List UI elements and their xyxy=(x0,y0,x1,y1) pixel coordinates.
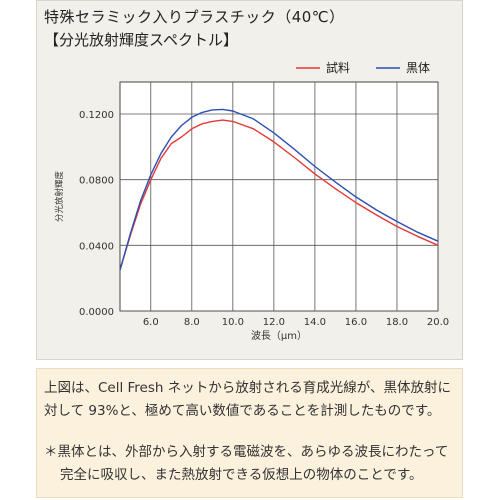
series-line-2 xyxy=(119,108,439,271)
x-tick-label: 16.0 xyxy=(345,317,367,328)
x-tick-label: 10.0 xyxy=(222,317,244,328)
caption-box xyxy=(36,368,463,498)
x-tick-label: 12.0 xyxy=(263,317,285,328)
footnote-line-2: 完全に吸収し、また熱放射できる仮想上の物体のことです。 xyxy=(60,467,423,483)
series-line-1 xyxy=(119,119,439,271)
y-tick-label: 0.0400 xyxy=(79,241,114,252)
x-tick-label: 8.0 xyxy=(184,317,200,328)
y-tick-label: 0.0000 xyxy=(79,307,114,318)
caption-text: 上図は、Cell Fresh ネットから放射される育成光線が、黒体放射に対して … xyxy=(44,380,451,419)
y-tick-label: 0.0800 xyxy=(79,176,114,187)
footnote-line-1: ＊黒体とは、外部から入射する電磁波を、あらゆる波長にわたって xyxy=(44,444,449,460)
legend-label: 試料 xyxy=(326,60,350,75)
x-axis-label: 波長（μm） xyxy=(251,329,307,342)
chart-subtitle: 【分光放射輝度スペクトル】 xyxy=(44,31,238,49)
spectrum-chart: 6.0 8.0 10.0 12.0 14.0 16.0 18.0 20.0 0.0000 0.04… xyxy=(54,60,449,342)
y-axis-label: 分光放射輝度 xyxy=(54,171,65,223)
chart-title: 特殊セラミック入りプラスチック（40℃） xyxy=(44,8,345,26)
y-tick-label: 0.1200 xyxy=(79,110,114,121)
legend-label: 黒体 xyxy=(406,61,430,75)
plot-area xyxy=(119,81,439,312)
x-tick-label: 20.0 xyxy=(427,317,449,328)
x-tick-label: 6.0 xyxy=(143,317,159,328)
x-tick-label: 14.0 xyxy=(304,317,326,328)
x-tick-label: 18.0 xyxy=(386,317,408,328)
